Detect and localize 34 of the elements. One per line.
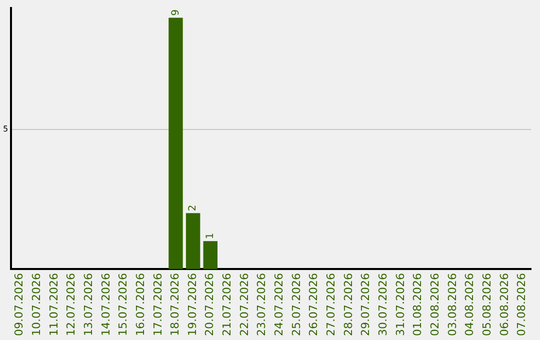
data-label: 9 (170, 9, 182, 16)
x-tick-label: 23.07.2026 (255, 273, 268, 336)
x-tick-label: 05.08.2026 (480, 273, 494, 336)
x-tick-label: 16.07.2026 (134, 273, 147, 336)
x-tick-label: 25.07.2026 (290, 273, 303, 336)
x-tick-label: 06.08.2026 (498, 273, 511, 336)
x-tick-label: 04.08.2026 (463, 273, 476, 336)
x-tick-label: 17.07.2026 (151, 273, 164, 336)
x-tick-label: 09.07.2026 (12, 273, 26, 336)
x-tick-label: 11.07.2026 (47, 273, 60, 336)
x-tick-label: 18.07.2026 (168, 273, 182, 336)
x-tick-label: 31.07.2026 (394, 273, 407, 336)
x-tick-label: 03.08.2026 (446, 273, 459, 336)
x-tick-label: 30.07.2026 (376, 273, 390, 336)
data-label: 1 (204, 232, 216, 240)
x-tick-label: 24.07.2026 (272, 273, 286, 336)
x-tick-label: 14.07.2026 (99, 273, 112, 336)
x-tick-label: 12.07.2026 (64, 273, 78, 336)
x-tick-label: 02.08.2026 (428, 273, 442, 336)
data-label: 2 (188, 204, 199, 212)
x-tick-label: 26.07.2026 (307, 273, 320, 336)
x-tick-label: 28.07.2026 (342, 273, 355, 336)
x-tick-label: 27.07.2026 (324, 273, 338, 336)
x-tick-label: 01.08.2026 (411, 273, 424, 336)
x-tick-label: 10.07.2026 (30, 273, 43, 336)
y-tick-label: 5 (2, 124, 8, 134)
x-tick-label: 19.07.2026 (186, 273, 199, 336)
x-tick-label: 07.08.2026 (515, 273, 528, 336)
x-tick-label: 20.07.2026 (203, 273, 216, 336)
x-tick-label: 22.07.2026 (238, 273, 251, 336)
x-tick-label: 13.07.2026 (82, 273, 95, 336)
x-tick-label: 29.07.2026 (359, 273, 372, 336)
x-tick-label: 21.07.2026 (220, 273, 234, 336)
x-tick-label: 15.07.2026 (116, 273, 130, 336)
